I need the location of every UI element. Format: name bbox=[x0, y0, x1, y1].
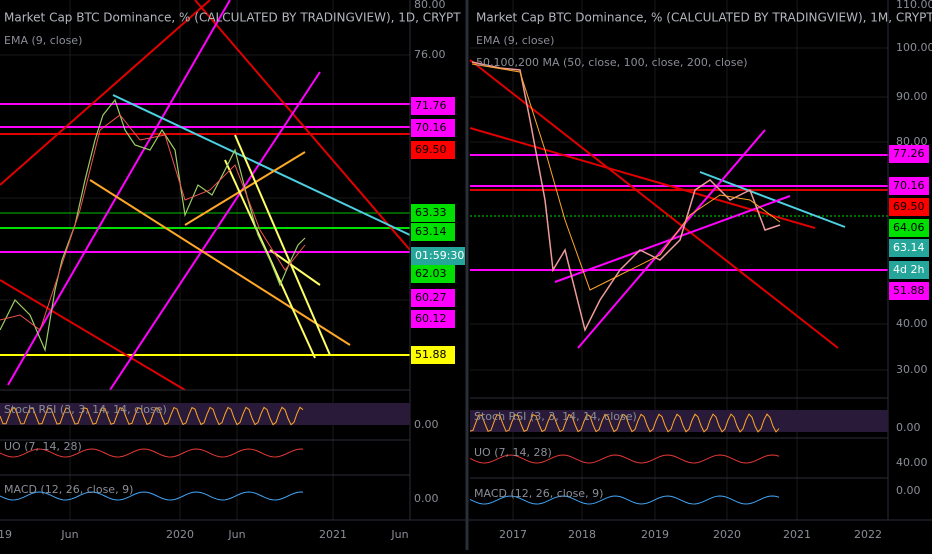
price-tag-label: 60.27 bbox=[415, 291, 447, 304]
trend-line bbox=[0, 0, 211, 186]
subpane-axis-label: 40.00 bbox=[896, 456, 928, 469]
price-tag-label: 63.14 bbox=[893, 241, 925, 254]
y-axis-label: 90.00 bbox=[896, 90, 928, 103]
price-tag-label: 64.06 bbox=[893, 221, 925, 234]
price-tag bbox=[889, 239, 929, 257]
x-axis-label: 2020 bbox=[713, 528, 741, 541]
ema-line bbox=[0, 114, 306, 331]
subpane-axis-label: 0.00 bbox=[896, 421, 921, 434]
indicator-label: EMA (9, close) bbox=[476, 34, 554, 47]
trend-line bbox=[699, 171, 846, 228]
trend-line bbox=[89, 179, 351, 346]
y-axis-label: 80.00 bbox=[896, 135, 928, 148]
price-tag-label: 01:59:30 bbox=[415, 249, 464, 262]
chart-title: Market Cap BTC Dominance, % (CALCULATED … bbox=[4, 11, 461, 25]
x-axis-label: 2017 bbox=[499, 528, 527, 541]
price-tag bbox=[889, 145, 929, 163]
y-axis-label: 30.00 bbox=[896, 363, 928, 376]
oscillator-line bbox=[0, 448, 304, 458]
x-axis-label: Jun bbox=[60, 528, 78, 541]
x-axis-label: 2022 bbox=[854, 528, 882, 541]
stoch-band bbox=[0, 403, 410, 425]
price-tag-label: 69.50 bbox=[415, 143, 447, 156]
price-tag bbox=[889, 261, 929, 279]
price-tag-label: 4d 2h bbox=[893, 263, 924, 276]
subpane-label: Stoch RSI (3, 3, 14, 14, close) bbox=[474, 410, 637, 423]
x-axis-label: 19 bbox=[0, 528, 12, 541]
oscillator-line bbox=[469, 413, 780, 433]
price-tag bbox=[411, 223, 455, 241]
y-axis-label: 100.00 bbox=[896, 41, 932, 54]
price-tag bbox=[411, 204, 455, 222]
subpane-axis-label: 0.00 bbox=[896, 484, 921, 497]
oscillator-line bbox=[469, 495, 780, 505]
right-drawings bbox=[469, 59, 888, 349]
price-tag bbox=[889, 177, 929, 195]
x-axis-label: Jun bbox=[390, 528, 408, 541]
subpane-label: MACD (12, 26, close, 9) bbox=[4, 483, 133, 496]
price-tag bbox=[411, 119, 455, 137]
subpane-axis-label: 0.00 bbox=[414, 418, 439, 431]
x-axis-label: 2019 bbox=[641, 528, 669, 541]
price-line bbox=[471, 61, 781, 333]
y-axis-label: 110.00 bbox=[896, 0, 932, 11]
trend-line bbox=[194, 0, 411, 251]
price-tag-label: 63.14 bbox=[415, 225, 447, 238]
price-tag bbox=[411, 346, 455, 364]
x-axis-label: 2020 bbox=[166, 528, 194, 541]
price-tag-label: 51.88 bbox=[893, 284, 925, 297]
price-tag bbox=[411, 310, 455, 328]
trend-line bbox=[112, 94, 411, 236]
x-axis-label: Jun bbox=[227, 528, 245, 541]
subpane-label: UO (7, 14, 28) bbox=[4, 440, 82, 453]
price-tag bbox=[889, 198, 929, 216]
x-axis-label: 2018 bbox=[568, 528, 596, 541]
price-tag-label: 77.26 bbox=[893, 147, 925, 160]
trend-line bbox=[269, 249, 321, 286]
price-tag bbox=[889, 282, 929, 300]
price-tag bbox=[411, 289, 455, 307]
y-axis-label: 76.00 bbox=[414, 48, 446, 61]
left-drawings bbox=[0, 0, 411, 391]
subpane-label: MACD (12, 26, close, 9) bbox=[474, 487, 603, 500]
indicator-label: 50,100,200 MA (50, close, 100, close, 20… bbox=[476, 56, 748, 69]
price-tag bbox=[411, 97, 455, 115]
trend-line bbox=[234, 134, 331, 356]
x-axis-label: 2021 bbox=[783, 528, 811, 541]
price-tag bbox=[889, 219, 929, 237]
price-tag-label: 70.16 bbox=[893, 179, 925, 192]
price-tag-label: 62.03 bbox=[415, 267, 447, 280]
indicator-label: EMA (9, close) bbox=[4, 34, 82, 47]
price-tag-label: 71.76 bbox=[415, 99, 447, 112]
price-tag bbox=[411, 247, 465, 265]
price-tag-label: 51.88 bbox=[415, 348, 447, 361]
trend-line bbox=[0, 279, 186, 391]
trend-line bbox=[109, 71, 321, 391]
grid bbox=[0, 0, 888, 520]
trend-line bbox=[7, 0, 231, 386]
oscillator-line bbox=[0, 491, 304, 501]
subpane-label: UO (7, 14, 28) bbox=[474, 446, 552, 459]
stoch-band bbox=[470, 410, 888, 432]
y-axis-label: 40.00 bbox=[896, 317, 928, 330]
ema-line bbox=[471, 63, 781, 291]
price-tag-label: 63.33 bbox=[415, 206, 447, 219]
price-tag-label: 69.50 bbox=[893, 200, 925, 213]
price-tag bbox=[411, 265, 455, 283]
price-tag bbox=[411, 141, 455, 159]
subpane-axis-label: 0.00 bbox=[414, 492, 439, 505]
oscillator-line bbox=[0, 406, 304, 426]
x-axis-label: 2021 bbox=[319, 528, 347, 541]
oscillator-line bbox=[469, 454, 780, 464]
price-tag-label: 60.12 bbox=[415, 312, 447, 325]
subpane-label: Stoch RSI (3, 3, 14, 14, close) bbox=[4, 403, 167, 416]
price-tag-label: 70.16 bbox=[415, 121, 447, 134]
chart-title: Market Cap BTC Dominance, % (CALCULATED … bbox=[476, 11, 932, 25]
y-axis-label: 80.00 bbox=[414, 0, 446, 11]
